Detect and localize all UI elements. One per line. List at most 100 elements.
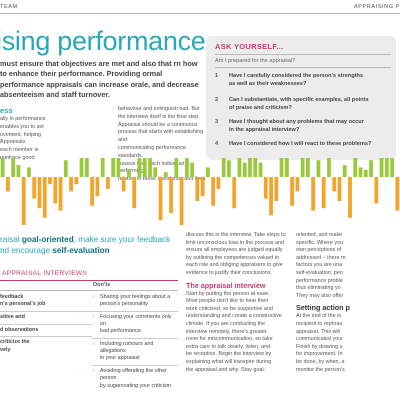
intro-column: ess ally in performance enables you to s… <box>0 106 64 163</box>
chart-bar <box>290 177 294 206</box>
chart-bar <box>84 158 89 177</box>
text-line: Start by putting the person at ease. <box>186 290 270 297</box>
chart-bar <box>279 158 284 177</box>
chart-bar <box>90 177 94 206</box>
dont-line: by sugarcoating your criticism <box>100 382 172 389</box>
text-line: for improvement. In <box>296 351 343 358</box>
text-line: behaviour and extinguish bad. But <box>118 106 200 112</box>
chart-bar <box>6 177 10 192</box>
chart-bar <box>353 158 358 177</box>
chart-bar <box>27 167 31 177</box>
chart-bar <box>16 165 21 177</box>
dos-cell: d observations <box>0 327 92 334</box>
chart-bar <box>121 177 126 192</box>
cell-divider <box>0 310 92 312</box>
text-line: self-evaluation; peo <box>296 269 343 276</box>
question-number: 4 <box>215 141 219 147</box>
pull-quote-line-1: raisal goal-oriented, make sure your fee… <box>0 234 176 245</box>
chart-bar <box>158 177 163 221</box>
text-line: Most people don't like to hear their <box>186 298 269 305</box>
question-text: Can I substantiate, with specific exampl… <box>229 96 391 112</box>
chart-bar <box>142 158 147 177</box>
text-line: ensure all employees are judged equally <box>186 247 283 254</box>
question-line: Have I thought about any problems that m… <box>229 119 364 125</box>
text-line: specific. Where you <box>296 239 344 246</box>
chart-bar <box>184 158 189 177</box>
lead-paragraph: must ensure that objectives are met and … <box>0 59 199 100</box>
chart-bar <box>342 165 347 177</box>
text-line: limit unconscious bias in the process an… <box>186 239 284 246</box>
chart-bar <box>363 169 368 177</box>
chart-bar <box>221 158 226 177</box>
text-line: performance proble <box>296 277 343 284</box>
chart-bar <box>269 177 273 216</box>
chart-bar <box>79 158 84 177</box>
intro-subheading: ess <box>0 106 13 115</box>
question-text: Have I considered how I will react to th… <box>229 140 391 148</box>
question-1: 1 Have I carefully considered the person… <box>215 72 391 88</box>
text-line: by outlining the competences valued in <box>186 254 279 261</box>
cell-divider <box>92 310 178 312</box>
question-line: in the appraisal interview? <box>229 127 300 133</box>
question-number: 2 <box>215 97 219 103</box>
running-head-right: APPRAISING P <box>353 4 400 10</box>
chart-bar <box>384 158 389 177</box>
chart-bar <box>332 177 337 192</box>
chart-bar <box>337 177 342 201</box>
chart-bar <box>69 177 73 192</box>
pull-quote-text: raisal <box>0 235 22 244</box>
chart-bar <box>358 167 363 177</box>
page-title: ising performance <box>0 26 206 56</box>
text-line: process that starts with establishing an… <box>118 129 204 144</box>
chart-bar <box>253 158 258 177</box>
dos-line: sitive and <box>0 313 25 320</box>
chart-bar <box>306 158 310 177</box>
text-line: ally in performance <box>0 116 46 122</box>
text-line: climate. If you are conducting the <box>186 320 266 327</box>
chart-bar <box>295 177 300 192</box>
dont-cell: Focusing your comments only on bad perfo… <box>92 314 178 336</box>
chart-bar <box>316 160 321 177</box>
chart-bar <box>258 162 263 177</box>
chart-bar <box>21 177 26 225</box>
dont-line: Including rumours and allegations <box>100 341 154 355</box>
chart-bar <box>53 177 58 204</box>
running-head-left: TEAM <box>0 4 18 10</box>
chart-bar <box>11 158 16 177</box>
text-line: recipient to rephras <box>296 320 343 327</box>
text-line: own perceptions of <box>296 247 342 254</box>
dont-line: Focusing your comments only on <box>100 313 172 328</box>
chart-bar <box>111 158 116 177</box>
ask-yourself-box <box>206 36 396 160</box>
text-line: factors you are una <box>296 262 343 269</box>
chart-bar <box>395 177 400 211</box>
donts-header: Don'ts <box>93 282 111 288</box>
chart-bar <box>174 158 179 177</box>
chart-bar <box>63 160 68 177</box>
chart-bar <box>148 158 152 177</box>
chart-bar <box>100 158 105 177</box>
question-4: 4 Have I considered how I will react to … <box>215 140 391 148</box>
dos-line: n's personal's job <box>0 301 46 308</box>
chart-bar <box>227 160 231 177</box>
question-number: 1 <box>215 73 219 79</box>
chart-bar <box>237 158 242 177</box>
text-line: explaining what will transpire during <box>186 358 272 365</box>
chart-bar <box>242 162 247 177</box>
text-line: work criticized, so be supportive and <box>186 305 273 312</box>
chart-bar <box>0 158 5 177</box>
setting-action-subheading: Setting action p <box>296 303 350 313</box>
chart-bar <box>390 158 394 177</box>
chart-bar <box>195 177 200 201</box>
chart-bar <box>116 158 121 177</box>
text-line: ovement, helping <box>0 131 42 138</box>
dos-line: vely <box>0 346 11 353</box>
chart-bar <box>211 177 216 206</box>
text-line: evidence to justify their conclusions. <box>186 269 272 276</box>
text-line: addressed – there m <box>296 254 346 261</box>
dos-cell: sitive and <box>0 314 92 321</box>
dos-line: d observations <box>0 326 39 333</box>
chart-bar <box>284 158 289 177</box>
chart-bar <box>379 158 384 177</box>
appraisal-interview-subheading: The appraisal interview <box>186 280 266 290</box>
